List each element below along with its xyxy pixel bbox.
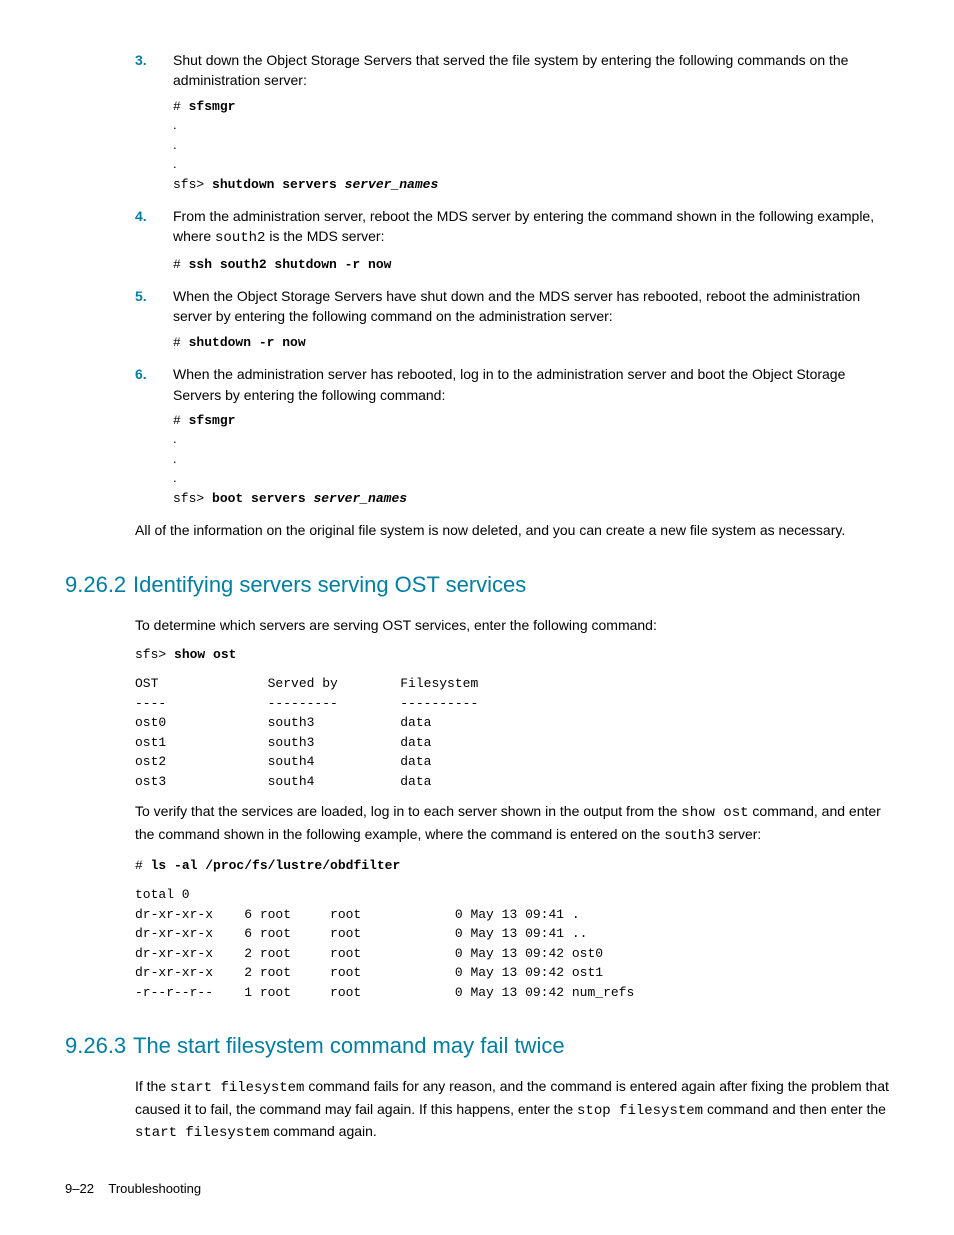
step-6: 6. When the administration server has re… <box>65 364 889 508</box>
inline-code: south2 <box>215 230 265 246</box>
paragraph: To verify that the services are loaded, … <box>135 801 889 846</box>
inline-code: show ost <box>681 805 748 821</box>
text-run: command and then enter the <box>703 1101 886 1117</box>
code-block: # sfsmgr . . . sfs> boot servers server_… <box>173 411 889 509</box>
section-heading-9-26-2: 9.26.2Identifying servers serving OST se… <box>65 569 889 601</box>
section-title: The start filesystem command may fail tw… <box>133 1033 565 1058</box>
paragraph: To determine which servers are serving O… <box>135 615 889 635</box>
step-4: 4. From the administration server, reboo… <box>65 206 889 274</box>
step-number: 5. <box>135 286 147 306</box>
inline-code: stop filesystem <box>577 1103 703 1119</box>
page: 3. Shut down the Object Storage Servers … <box>0 0 954 1235</box>
text-run: command again. <box>269 1123 376 1139</box>
step-number: 3. <box>135 50 147 70</box>
section-number: 9.26.3 <box>65 1030 133 1062</box>
directory-listing: total 0 dr-xr-xr-x 6 root root 0 May 13 … <box>135 885 889 1002</box>
step-text: From the administration server, reboot t… <box>173 206 889 249</box>
page-number: 9–22 <box>65 1181 94 1196</box>
text-run: If the <box>135 1078 170 1094</box>
code-block: # shutdown -r now <box>173 333 889 353</box>
step-number: 6. <box>135 364 147 384</box>
numbered-steps-list: 3. Shut down the Object Storage Servers … <box>65 50 889 508</box>
section-title: Identifying servers serving OST services <box>133 572 526 597</box>
page-footer: 9–22 Troubleshooting <box>65 1180 201 1199</box>
text-run: server: <box>715 826 762 842</box>
paragraph: All of the information on the original f… <box>135 520 889 540</box>
ost-table-output: OST Served by Filesystem ---- --------- … <box>135 674 889 791</box>
section-number: 9.26.2 <box>65 569 133 601</box>
inline-code: start filesystem <box>170 1080 304 1096</box>
footer-label: Troubleshooting <box>108 1181 201 1196</box>
paragraph: If the start filesystem command fails fo… <box>135 1076 889 1143</box>
inline-code: start filesystem <box>135 1125 269 1141</box>
step-number: 4. <box>135 206 147 226</box>
step-5: 5. When the Object Storage Servers have … <box>65 286 889 352</box>
step-text: When the Object Storage Servers have shu… <box>173 286 889 327</box>
inline-code: south3 <box>664 828 714 844</box>
command-line: sfs> show ost <box>135 645 889 665</box>
text-run: To verify that the services are loaded, … <box>135 803 681 819</box>
step-text: When the administration server has reboo… <box>173 364 889 405</box>
text-run: is the MDS server: <box>265 228 384 244</box>
code-block: # ssh south2 shutdown -r now <box>173 255 889 275</box>
step-3: 3. Shut down the Object Storage Servers … <box>65 50 889 194</box>
command-line: # ls -al /proc/fs/lustre/obdfilter <box>135 856 889 876</box>
code-block: # sfsmgr . . . sfs> shutdown servers ser… <box>173 97 889 195</box>
step-text: Shut down the Object Storage Servers tha… <box>173 50 889 91</box>
section-heading-9-26-3: 9.26.3The start filesystem command may f… <box>65 1030 889 1062</box>
